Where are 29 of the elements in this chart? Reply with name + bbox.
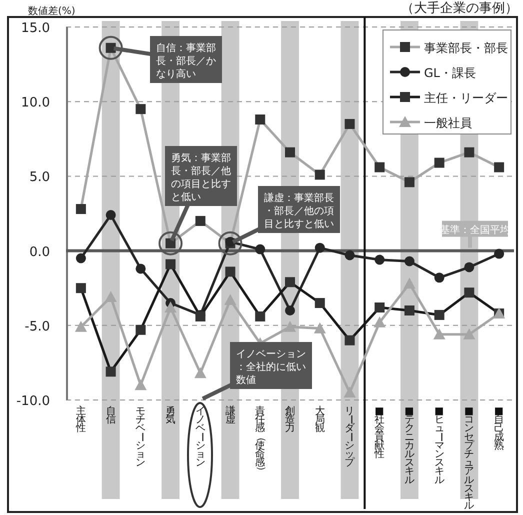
- y-tick-label: 10.0: [21, 96, 50, 111]
- y-tick-label: 5.0: [29, 170, 50, 186]
- category-label: ■コンセプチュアルスキル: [464, 406, 474, 512]
- x-tick-label: 勇気: [166, 406, 176, 426]
- annotation: 自信：事業部長・部長／かなり高い: [156, 42, 216, 80]
- y-tick-label: 0.0: [29, 244, 50, 260]
- legend-label: 一般社員: [424, 116, 472, 130]
- y-tick-label: -5.0: [24, 319, 50, 334]
- category-label: ■テクニカルスキル: [404, 406, 414, 486]
- legend-label: 主任・リーダー: [424, 91, 508, 105]
- category-label: ■ヒューマンスキル: [434, 406, 446, 486]
- x-tick-label: 自信: [106, 405, 116, 426]
- y-tick-label: 15.0: [21, 21, 50, 36]
- y-axis-title: 数値差(%): [28, 5, 76, 17]
- legend-label: 事業部長・部長: [424, 41, 508, 55]
- x-tick-label: リーダーシップ: [344, 406, 356, 469]
- x-tick-label: 創造力: [285, 405, 295, 434]
- x-tick-label: モチベーション: [136, 406, 148, 469]
- x-tick-label: ■自己成熟: [494, 406, 504, 452]
- x-tick-label: 謙虚: [225, 405, 236, 426]
- x-tick-label: イノベーション: [195, 406, 207, 469]
- x-tick-label: 責任感（使命感）: [254, 405, 267, 476]
- chart-title: （大手企業の事例）: [401, 1, 518, 16]
- annotation: 勇気：事業部長・部長／他の項目と比すと低い: [171, 152, 231, 203]
- x-tick-label: ■社会貢献性: [374, 406, 385, 460]
- y-tick-label: -10.0: [16, 394, 50, 409]
- x-tick-label: 大局観: [314, 405, 325, 434]
- legend-label: GL・課長: [424, 66, 476, 80]
- x-tick-label: 主体性: [74, 405, 86, 434]
